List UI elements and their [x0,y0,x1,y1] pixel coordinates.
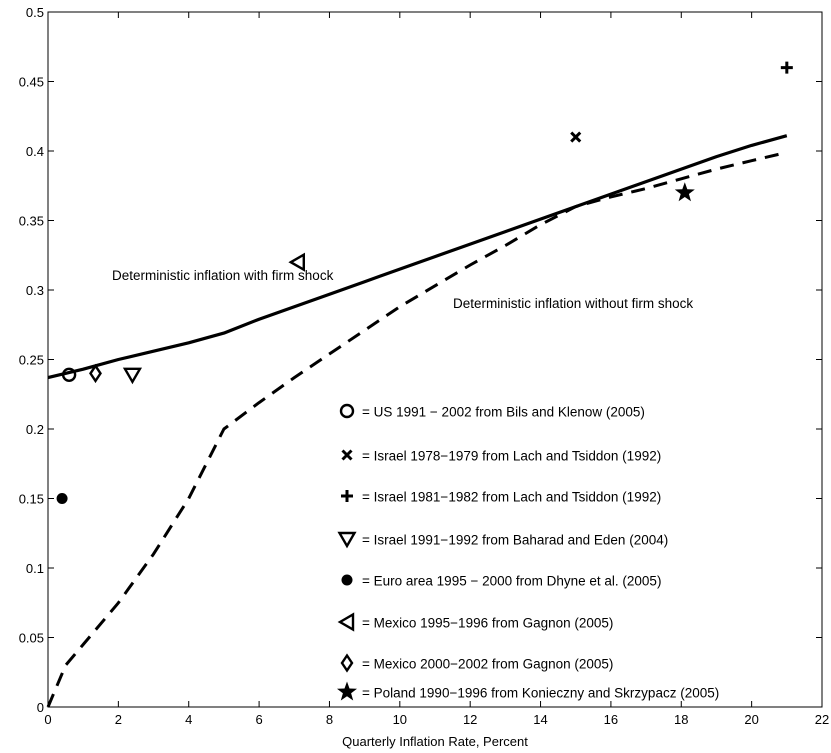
x-tick-label: 2 [115,712,122,727]
legend-marker-star [337,681,357,701]
y-tick-label: 0 [37,700,44,715]
x-tick-label: 22 [815,712,829,727]
legend-entry: = Euro area 1995 − 2000 from Dhyne et al… [362,574,661,589]
point-triangle-left [288,252,305,272]
legend-entry: = Mexico 1995−1996 from Gagnon (2005) [362,616,613,631]
legend-entry: = Poland 1990−1996 from Konieczny and Sk… [362,686,719,701]
point-triangle-down [122,367,143,385]
legend-entry: = Israel 1981−1982 from Lach and Tsiddon… [362,490,661,505]
point-circle-open [61,367,77,382]
y-tick-label: 0.5 [26,5,44,20]
point-x [570,131,582,143]
x-tick-label: 12 [463,712,477,727]
legend-marker-triangle-left [337,612,355,632]
axis-ticks: 0 2 4 6 8 10 12 14 16 18 20 22 0 0.05 0.1 0.15 0.2 0.25 0.… [19,5,830,727]
legend-marker-circle-open [339,403,355,419]
line-label-deterministic-inflation-without-firm-shock: Deterministic inflation without firm sho… [453,296,693,311]
y-tick-label: 0.2 [26,422,44,437]
legend-entry: = Israel 1991−1992 from Baharad and Eden… [362,533,668,548]
legend-marker-triangle-down [337,531,357,549]
point-diamond [89,363,102,384]
legend-entry: = Mexico 2000−2002 from Gagnon (2005) [362,657,613,672]
point-circle-filled [56,493,68,504]
y-tick-label: 0.15 [19,492,44,507]
legend-marker-diamond [340,653,354,673]
y-tick-label: 0.25 [19,353,44,368]
x-axis-label: Quarterly Inflation Rate, Percent [342,734,528,749]
data-points [56,61,793,504]
x-tick-label: 20 [744,712,758,727]
legend-marker-circle-filled [341,574,353,586]
y-tick-label: 0.45 [19,75,44,90]
x-tick-label: 0 [44,712,51,727]
series-line-with-firm-shock [47,134,788,380]
x-tick-label: 4 [185,712,192,727]
x-tick-label: 18 [674,712,688,727]
x-tick-label: 6 [255,712,262,727]
x-tick-label: 8 [326,712,333,727]
legend-marker-x [341,449,353,461]
series-lines [46,134,788,708]
plot-frame [47,11,823,708]
point-star [674,182,695,202]
y-tick-label: 0.05 [19,631,44,646]
series-line-without-firm-shock [46,150,788,708]
y-tick-label: 0.3 [26,283,44,298]
x-tick-label: 14 [533,712,547,727]
legend: = US 1991 − 2002 from Bils and Klenow (2… [337,403,719,701]
legend-marker-plus [341,490,353,502]
y-tick-label: 0.1 [26,561,44,576]
point-plus [780,61,793,74]
legend-entry: = Israel 1978−1979 from Lach and Tsiddon… [362,449,661,464]
y-tick-label: 0.35 [19,214,44,229]
y-tick-label: 0.4 [26,144,44,159]
line-labels: Deterministic inflation with firm shock D… [112,268,693,311]
line-label-deterministic-inflation-with-firm-shock: Deterministic inflation with firm shock [112,268,334,283]
x-tick-label: 10 [393,712,407,727]
legend-entry: = US 1991 − 2002 from Bils and Klenow (2… [362,405,645,420]
x-tick-label: 16 [604,712,618,727]
